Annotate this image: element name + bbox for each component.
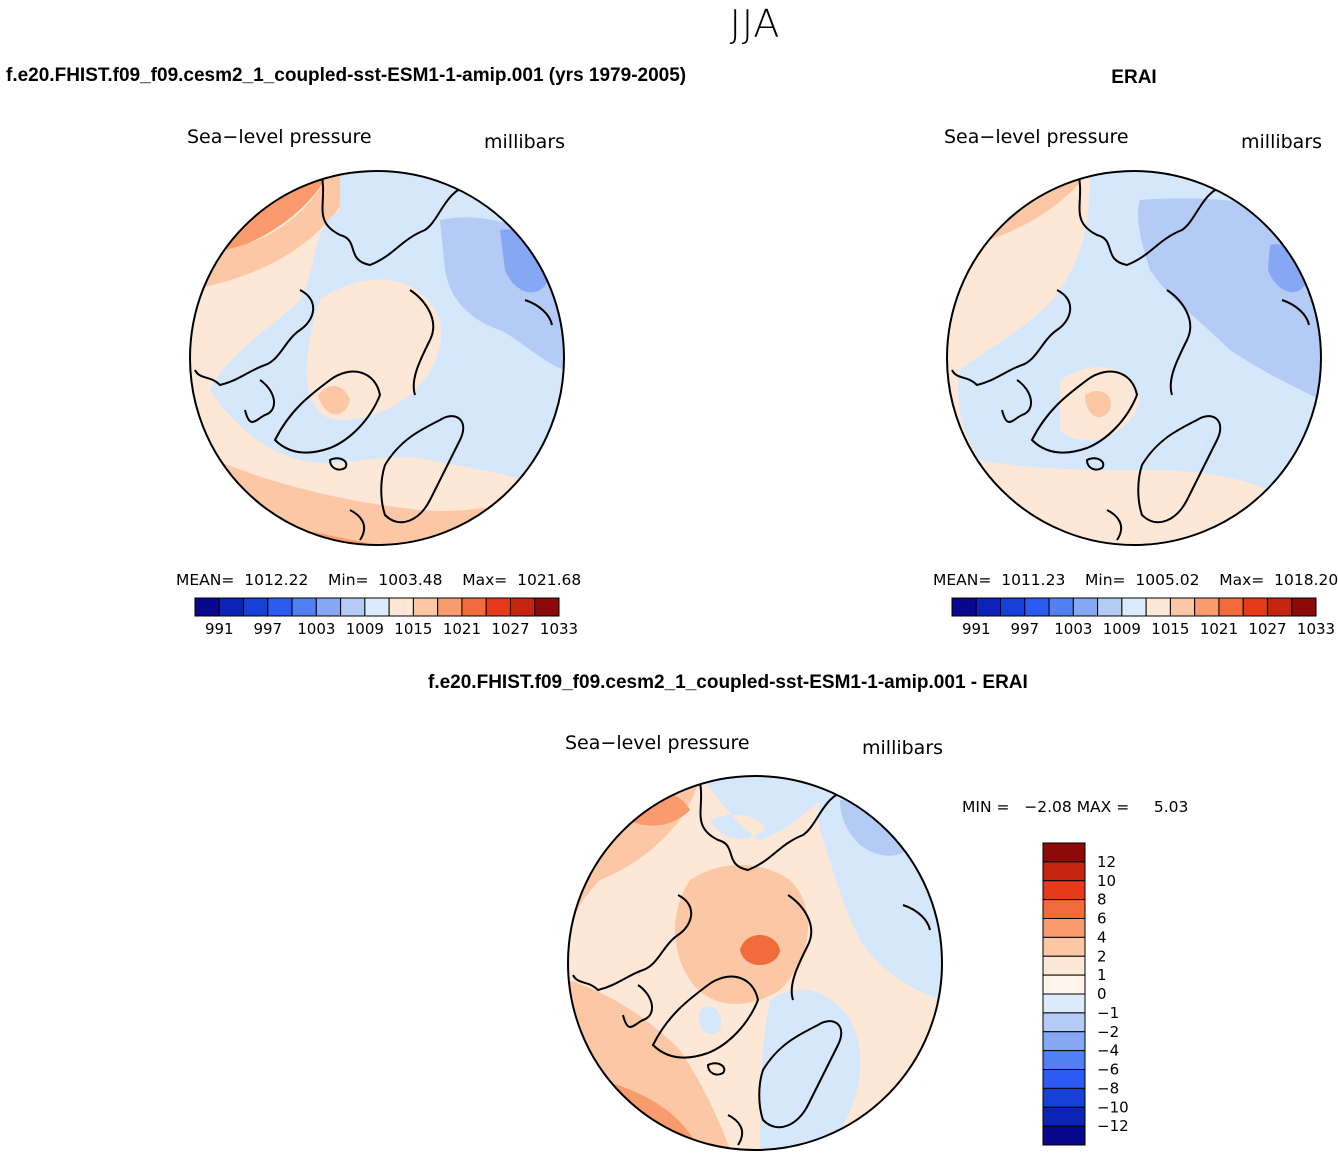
obs-map-boundary (946, 170, 1322, 546)
model-max-value: 1021.68 (517, 571, 582, 589)
model-coastlines (194, 171, 553, 541)
colorbar-swatch (1042, 1087, 1086, 1108)
colorbar-swatch (1042, 993, 1086, 1014)
diff-right-label: millibars (862, 737, 944, 759)
colorbar-swatch (1042, 1031, 1086, 1052)
diff-field-low-s (760, 989, 861, 1150)
colorbar-tick-label: 1009 (1103, 620, 1141, 638)
colorbar-swatch (1042, 918, 1086, 938)
colorbar-swatch (1042, 1012, 1086, 1033)
model-field-mid-nw (190, 171, 360, 290)
colorbar-tick-label: −10 (1097, 1098, 1129, 1116)
colorbar-swatch (1042, 1069, 1086, 1089)
colorbar-tick-label: 1027 (1248, 620, 1286, 638)
diff-min-value: −2.08 (1024, 798, 1072, 816)
diff-max-value: 5.03 (1153, 798, 1189, 816)
obs-left-label: Sea−level pressure (944, 126, 1129, 148)
model-min-value: 1003.48 (378, 571, 443, 589)
colorbar-tick-label: 1003 (297, 620, 335, 638)
colorbar-tick-label: −6 (1097, 1061, 1119, 1079)
obs-stats: MEAN= 1011.23 Min= 1005.02 Max= 1018.20 (933, 571, 1338, 589)
colorbar-swatch (1042, 861, 1086, 882)
colorbar-tick-label: 2 (1097, 947, 1107, 965)
colorbar-tick-label: 1 (1097, 966, 1107, 984)
colorbar-tick-label: 997 (1010, 620, 1039, 638)
diff-coastlines (572, 776, 931, 1146)
colorbar-tick-label: 1015 (394, 620, 432, 638)
colorbar-tick-label: 997 (253, 620, 282, 638)
colorbar-swatch (1042, 899, 1086, 919)
colorbar-tick-label: 1021 (443, 620, 481, 638)
obs-right-label: millibars (1241, 131, 1323, 153)
colorbar-tick-label: −2 (1097, 1023, 1119, 1041)
diff-field-low-n (700, 776, 850, 840)
figure-title: JJA (729, 2, 781, 46)
obs-colorbar: 991 997 1003 1009 1015 1021 1027 1033 (951, 597, 1335, 638)
diff-field-greenland-low (699, 1006, 722, 1034)
model-mean-value: 1012.22 (244, 571, 309, 589)
model-right-label: millibars (484, 131, 566, 153)
obs-panel-title: ERAI (1111, 67, 1157, 88)
model-map-boundary (189, 170, 565, 546)
colorbar-tick-label: 4 (1097, 928, 1107, 946)
obs-mean-value: 1011.23 (1001, 571, 1066, 589)
model-panel-title: f.e20.FHIST.f09_f09.cesm2_1_coupled-sst-… (6, 65, 687, 86)
colorbar-tick-label: −12 (1097, 1117, 1129, 1135)
colorbar-tick-label: 1003 (1054, 620, 1092, 638)
diff-field-center-max (740, 935, 780, 966)
diff-left-label: Sea−level pressure (565, 732, 750, 754)
colorbar-tick-label: 0 (1097, 985, 1107, 1003)
colorbar-tick-label: 6 (1097, 910, 1107, 928)
colorbar-tick-label: 10 (1097, 872, 1116, 890)
obs-max-value: 1018.20 (1274, 571, 1338, 589)
diff-field-mid-center (675, 865, 809, 1004)
colorbar-swatch (1042, 936, 1086, 957)
colorbar-swatch (1042, 1106, 1086, 1127)
diff-panel-title: f.e20.FHIST.f09_f09.cesm2_1_coupled-sst-… (428, 672, 1028, 693)
colorbar-swatch (1042, 880, 1086, 901)
colorbar-tick-label: 1027 (491, 620, 529, 638)
colorbar-swatch (1291, 597, 1317, 617)
colorbar-swatch (1042, 842, 1086, 863)
colorbar-tick-label: 991 (962, 620, 991, 638)
colorbar-swatch (534, 597, 560, 617)
diff-map-boundary (567, 775, 943, 1151)
colorbar-swatch (1042, 1050, 1086, 1070)
colorbar-tick-label: −1 (1097, 1004, 1119, 1022)
colorbar-tick-label: −4 (1097, 1042, 1119, 1060)
model-field-greenland-high (318, 385, 350, 415)
colorbar-tick-label: 8 (1097, 891, 1107, 909)
colorbar-tick-label: 1015 (1151, 620, 1189, 638)
obs-min-value: 1005.02 (1135, 571, 1200, 589)
model-left-label: Sea−level pressure (187, 126, 372, 148)
colorbar-tick-label: 1021 (1200, 620, 1238, 638)
model-colorbar: 991 997 1003 1009 1015 1021 1027 1033 (194, 597, 578, 638)
colorbar-swatch (1042, 955, 1086, 976)
colorbar-tick-label: 12 (1097, 853, 1116, 871)
diff-stats: MIN = −2.08 MAX = 5.03 (962, 798, 1189, 816)
obs-field-greenland-high (1085, 390, 1111, 418)
model-stats: MEAN= 1012.22 Min= 1003.48 Max= 1021.68 (176, 571, 582, 589)
colorbar-tick-label: 1033 (1297, 620, 1335, 638)
colorbar-swatch (1042, 974, 1086, 995)
colorbar-tick-label: 1033 (540, 620, 578, 638)
colorbar-tick-label: 991 (205, 620, 234, 638)
colorbar-tick-label: −8 (1097, 1079, 1119, 1097)
colorbar-tick-label: 1009 (346, 620, 384, 638)
colorbar-swatch (1042, 1125, 1086, 1146)
